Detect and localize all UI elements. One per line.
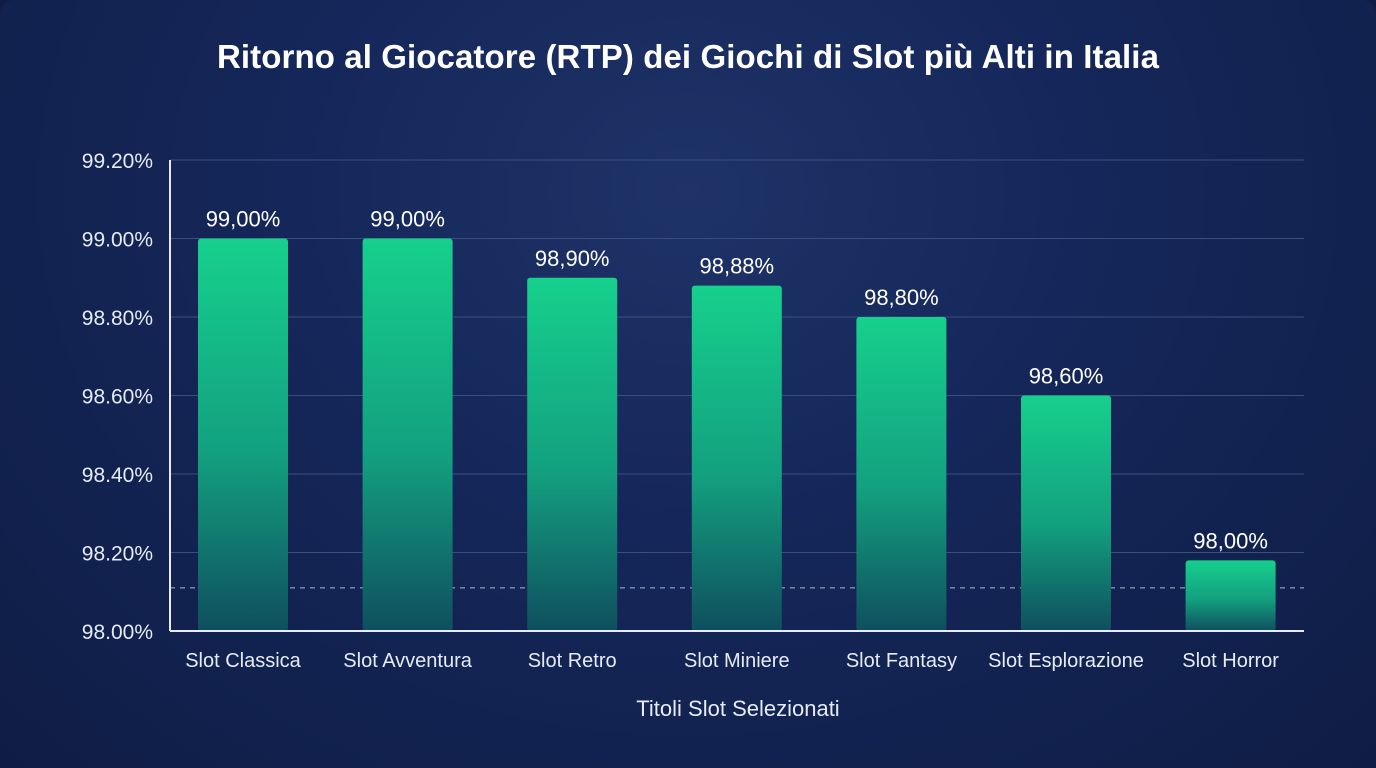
x-tick-label: Slot Horror [1182,650,1279,672]
bar-value-label: 98,00% [1193,528,1268,553]
x-axis-title: Titoli Slot Selezionati [636,696,839,721]
x-tick-label: Slot Retro [528,650,617,672]
bar-value-label: 98,90% [535,246,610,271]
bar [198,238,288,631]
bar-value-label: 98,60% [1029,364,1104,389]
bar-value-label: 98,88% [699,254,774,279]
bar-value-label: 99,00% [370,207,445,232]
axes: 98.00% 98.20% 98.40% 98.60% 98.80% 99.00% 99.2… [82,150,1304,672]
bar-value-label: 98,80% [864,285,939,310]
y-tick-label: 98.80% [82,307,153,330]
data-labels: 99,00% 99,00% 98,90% 98,88% 98,80% 98,60% 98,0… [206,207,1268,554]
bar [1185,560,1276,631]
x-tick-label: Slot Avventura [343,650,472,672]
y-tick-label: 99.00% [82,229,153,252]
bar [691,285,782,631]
x-tick-label: Slot Fantasy [846,650,957,672]
bar [856,317,947,631]
bar [362,238,453,631]
chart-title: Ritorno al Giocatore (RTP) dei Giochi di… [216,38,1160,75]
y-tick-label: 98.60% [82,386,153,409]
y-tick-label: 98.00% [82,621,153,644]
bars [198,238,1276,631]
y-tick-label: 99.20% [82,150,153,173]
x-tick-label: Slot Classica [185,650,301,672]
bar [527,277,618,631]
y-tick-label: 98.20% [82,543,153,566]
bar-value-label: 99,00% [206,207,281,232]
bar [1021,395,1111,631]
y-tick-label: 98.40% [82,464,153,487]
x-tick-label: Slot Miniere [684,650,790,672]
x-tick-label: Slot Esplorazione [988,650,1144,672]
